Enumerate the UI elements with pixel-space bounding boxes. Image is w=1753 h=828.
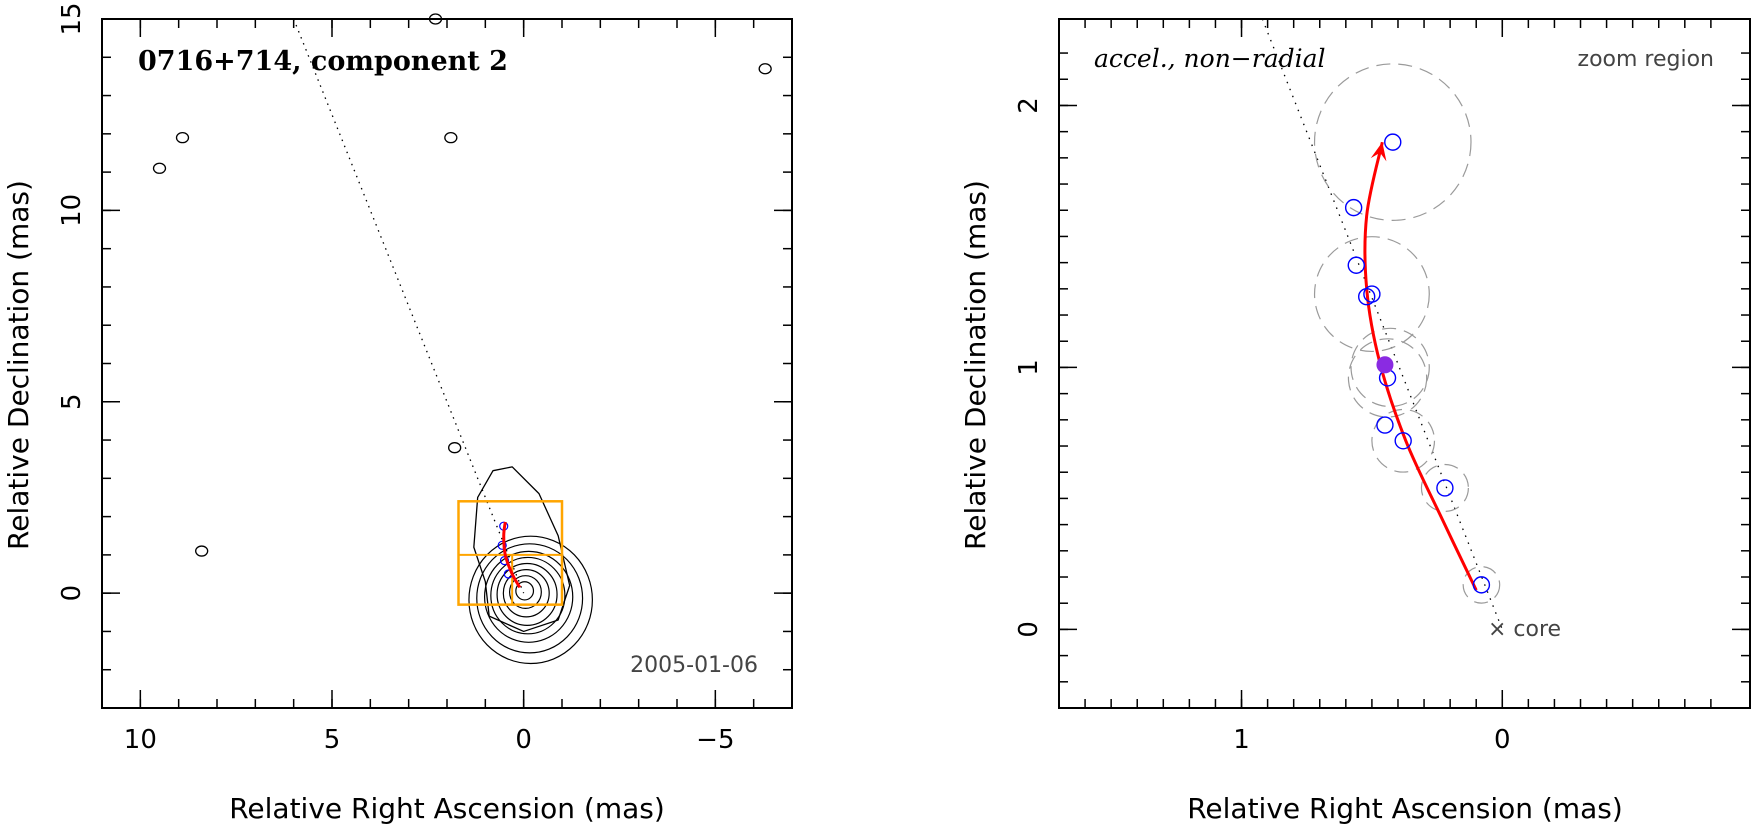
contour-blob bbox=[428, 13, 443, 25]
jet-axis-line bbox=[293, 18, 525, 594]
y-tick-label: 2 bbox=[1014, 97, 1044, 114]
right-x-axis-label: Relative Right Ascension (mas) bbox=[1187, 792, 1623, 825]
core-contour bbox=[483, 550, 574, 643]
right-ticks bbox=[1059, 19, 1750, 708]
right-tick-labels: 1 0 0 1 2 bbox=[1014, 97, 1511, 755]
left-plot-content bbox=[152, 13, 772, 665]
right-y-axis-label: Relative Declination (mas) bbox=[959, 180, 992, 550]
core-label: × core bbox=[1488, 617, 1561, 642]
left-plot-frame bbox=[101, 18, 793, 709]
core-contour bbox=[476, 543, 584, 654]
contour-blob bbox=[444, 132, 458, 144]
core-contour bbox=[515, 581, 535, 601]
y-tick-label: 15 bbox=[57, 2, 87, 35]
y-tick-label: 10 bbox=[57, 194, 87, 227]
y-tick-label: 1 bbox=[1014, 359, 1044, 376]
x-tick-label: −5 bbox=[696, 725, 734, 755]
x-tick-label: 10 bbox=[124, 725, 157, 755]
right-plot-frame bbox=[1058, 18, 1751, 709]
zoom-region-label: zoom region bbox=[1578, 47, 1714, 72]
core-contour bbox=[502, 569, 550, 618]
x-tick-label: 0 bbox=[515, 725, 532, 755]
x-tick-label: 0 bbox=[1494, 725, 1511, 755]
position-error-circle bbox=[1313, 236, 1430, 353]
core-contour bbox=[496, 562, 558, 626]
left-ticks bbox=[102, 18, 792, 708]
zoom-region-box bbox=[457, 500, 564, 606]
observation-date-label: 2005-01-06 bbox=[630, 653, 758, 678]
component-position bbox=[1394, 432, 1412, 450]
contour-blob bbox=[195, 545, 209, 557]
outer-contour bbox=[473, 466, 571, 633]
core-contour bbox=[508, 575, 542, 610]
position-error-circle bbox=[1420, 463, 1469, 513]
position-error-circle bbox=[1350, 327, 1430, 408]
jet-axis-line bbox=[1261, 18, 1503, 630]
trajectory-line bbox=[502, 521, 522, 589]
left-x-axis-label: Relative Right Ascension (mas) bbox=[229, 792, 665, 825]
position-error-circle bbox=[1371, 408, 1436, 473]
component-position bbox=[1344, 198, 1363, 217]
position-error-circle bbox=[1313, 63, 1472, 221]
contour-blob bbox=[175, 132, 190, 144]
x-tick-label: 5 bbox=[324, 725, 341, 755]
zoom-panel: 1 0 0 1 2 accel., non−radial zoom region × c… bbox=[959, 18, 1751, 825]
right-plot-content bbox=[1261, 18, 1503, 630]
position-error-circle bbox=[1347, 338, 1428, 418]
component-position bbox=[1436, 479, 1454, 497]
contour-blob bbox=[758, 63, 772, 75]
y-tick-label: 0 bbox=[1014, 621, 1044, 638]
component-position bbox=[1472, 576, 1491, 594]
position-error-circle bbox=[1462, 566, 1501, 604]
contour-blob bbox=[152, 162, 167, 174]
left-tick-labels: 10 5 0 −5 0 5 10 15 bbox=[57, 2, 734, 755]
x-tick-label: 1 bbox=[1233, 725, 1250, 755]
core-contour bbox=[490, 556, 566, 635]
trajectory-arrowhead bbox=[1370, 142, 1387, 162]
contour-blob bbox=[448, 442, 462, 454]
component-position bbox=[1376, 416, 1394, 434]
left-panel-title: 0716+714, component 2 bbox=[138, 46, 508, 77]
core-contour bbox=[468, 535, 593, 665]
contour-map-panel: 10 5 0 −5 0 5 10 15 0716+714, component 2 2005-… bbox=[2, 2, 793, 825]
y-tick-label: 5 bbox=[57, 394, 87, 411]
component-position bbox=[1384, 133, 1402, 151]
component-position bbox=[1347, 256, 1365, 274]
component-marker bbox=[497, 540, 507, 550]
y-tick-label: 0 bbox=[57, 585, 87, 602]
fit-model-label: accel., non−radial bbox=[1094, 44, 1326, 73]
left-y-axis-label: Relative Declination (mas) bbox=[2, 180, 35, 550]
reference-epoch-point bbox=[1376, 356, 1394, 374]
component-position bbox=[1363, 285, 1381, 303]
